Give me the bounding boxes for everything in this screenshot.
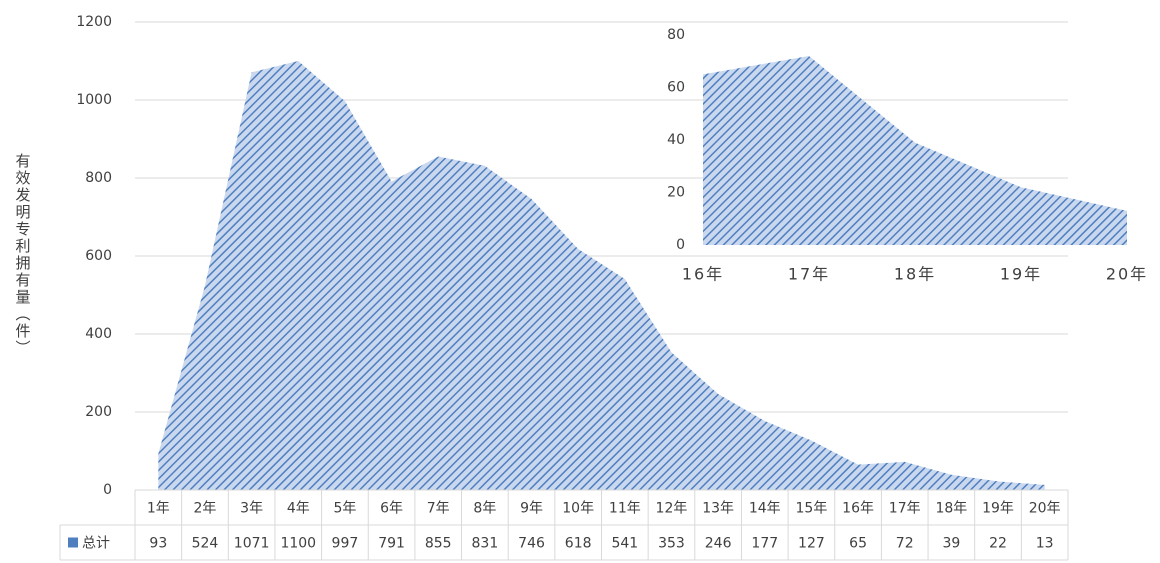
data-label: 72 [896,536,914,552]
y-tick-label: 20 [667,185,685,201]
data-label: 1071 [234,536,270,552]
legend-label: 总计 [82,536,110,552]
data-label: 177 [751,536,778,552]
x-tick-label: 9年 [520,501,543,517]
legend-swatch [68,537,78,548]
data-label: 1100 [280,536,316,552]
data-label: 39 [942,536,960,552]
y-axis-label: 有效发明专利拥有量（件） [14,153,32,357]
x-tick-label: 20年 [1106,265,1148,284]
y-tick-label: 80 [667,27,685,43]
x-tick-label: 18年 [935,501,967,517]
x-tick-label: 5年 [333,501,356,517]
x-tick-label: 20年 [1029,501,1061,517]
y-tick-label: 60 [667,80,685,96]
x-tick-label: 2年 [194,501,217,517]
data-label: 855 [425,536,452,552]
data-label: 246 [705,536,732,552]
x-tick-label: 1年 [147,501,170,517]
y-tick-label: 0 [676,237,685,253]
x-tick-label: 15年 [796,501,828,517]
x-tick-label: 6年 [380,501,403,517]
x-tick-label: 4年 [287,501,310,517]
x-tick-label: 19年 [982,501,1014,517]
y-tick-label: 400 [85,326,112,342]
y-tick-label: 0 [103,482,112,498]
area [703,56,1127,245]
x-tick-label: 17年 [788,265,830,284]
y-tick-label: 600 [85,248,112,264]
data-label: 127 [798,536,825,552]
data-label: 65 [849,536,867,552]
data-label: 541 [611,536,638,552]
x-tick-label: 8年 [473,501,496,517]
data-label: 93 [149,536,167,552]
y-tick-label: 40 [667,132,685,148]
data-label: 618 [565,536,592,552]
data-label: 524 [192,536,219,552]
y-tick-label: 800 [85,170,112,186]
x-tick-label: 19年 [1000,265,1042,284]
x-tick-label: 7年 [427,501,450,517]
data-label: 13 [1036,536,1054,552]
x-tick-label: 18年 [894,265,936,284]
data-label: 22 [989,536,1007,552]
data-label: 746 [518,536,545,552]
data-label: 353 [658,536,685,552]
y-tick-label: 200 [85,404,112,420]
y-tick-label: 1000 [76,92,112,108]
x-tick-label: 11年 [609,501,641,517]
x-tick-label: 16年 [842,501,874,517]
y-tick-label: 1200 [76,14,112,30]
x-tick-label: 14年 [749,501,781,517]
area [158,61,1045,490]
data-label: 831 [472,536,499,552]
x-tick-label: 10年 [562,501,594,517]
x-tick-label: 13年 [702,501,734,517]
data-label: 997 [332,536,359,552]
x-tick-label: 12年 [656,501,688,517]
data-label: 791 [378,536,405,552]
x-tick-label: 17年 [889,501,921,517]
x-tick-label: 16年 [682,265,724,284]
x-tick-label: 3年 [240,501,263,517]
